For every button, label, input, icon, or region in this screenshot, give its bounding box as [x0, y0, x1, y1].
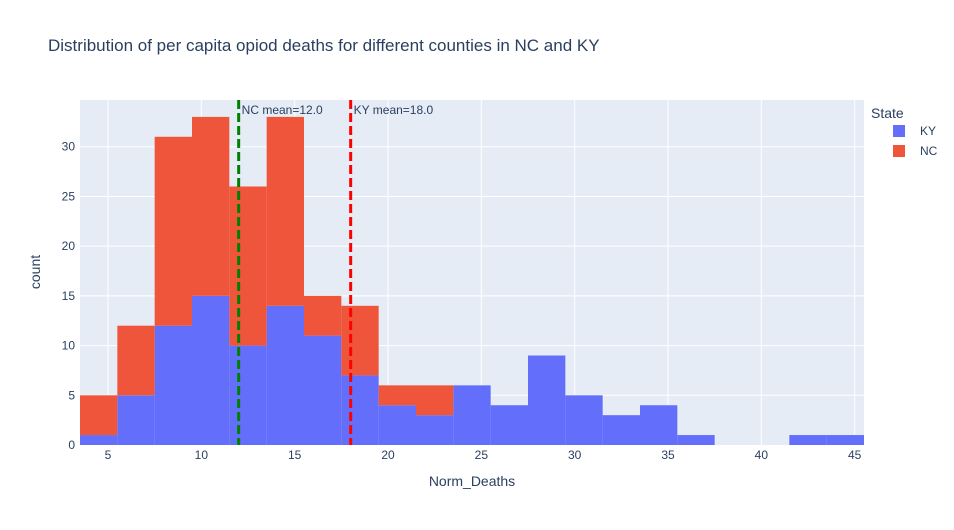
bar-nc [266, 116, 304, 306]
x-tick-label: 30 [568, 448, 582, 462]
y-tick-label: 20 [62, 239, 76, 253]
y-axis-title: count [27, 255, 43, 289]
x-tick-label: 20 [381, 448, 395, 462]
bar-nc [117, 325, 155, 396]
bar-ky [416, 415, 454, 445]
y-tick-label: 10 [62, 339, 76, 353]
bar-ky [602, 415, 640, 445]
x-tick-label: 5 [105, 448, 112, 462]
y-tick-label: 5 [68, 388, 75, 402]
legend-label-ky[interactable]: KY [920, 124, 936, 138]
bar-nc [154, 136, 192, 326]
x-tick-label: 35 [661, 448, 675, 462]
y-tick-label: 15 [62, 289, 76, 303]
x-tick-label: 15 [288, 448, 302, 462]
legend-swatch-ky [893, 125, 905, 137]
y-tick-label: 0 [68, 438, 75, 452]
legend-label-nc[interactable]: NC [920, 144, 938, 158]
bar-nc [416, 385, 454, 416]
bar-ky [677, 435, 715, 445]
bars-layer [80, 116, 864, 445]
bar-nc [304, 295, 342, 336]
mean-label: KY mean=18.0 [354, 103, 434, 117]
y-tick-label: 25 [62, 189, 76, 203]
bar-ky [453, 385, 491, 445]
x-tick-label: 25 [475, 448, 489, 462]
legend-title: State [871, 105, 904, 121]
bar-nc [341, 305, 379, 376]
y-axis-ticks: 0 5 10 15 20 25 30 [62, 140, 76, 452]
bar-ky [640, 405, 678, 445]
bar-ky [80, 435, 118, 445]
x-axis-ticks: 5 10 15 20 25 30 35 40 45 [105, 448, 862, 462]
bar-nc [378, 385, 416, 406]
mean-label: NC mean=12.0 [242, 103, 323, 117]
bar-ky [789, 435, 827, 445]
bar-ky [117, 395, 155, 445]
y-tick-label: 30 [62, 140, 76, 154]
x-axis-title: Norm_Deaths [429, 473, 515, 489]
bar-ky [192, 295, 230, 445]
bar-ky [528, 355, 566, 445]
bar-ky [154, 325, 192, 445]
bar-ky [229, 345, 267, 445]
bar-ky [826, 435, 864, 445]
bar-ky [490, 405, 528, 445]
bar-ky [565, 395, 603, 445]
bar-ky [341, 375, 379, 445]
bar-ky [304, 335, 342, 445]
chart-title: Distribution of per capita opiod deaths … [48, 36, 600, 55]
x-tick-label: 10 [195, 448, 209, 462]
x-tick-label: 45 [848, 448, 862, 462]
bar-ky [266, 305, 304, 445]
mean-lines-layer: NC mean=12.0 KY mean=18.0 [237, 100, 434, 445]
bar-nc [80, 395, 118, 436]
legend-swatch-nc [893, 145, 905, 157]
x-tick-label: 40 [755, 448, 769, 462]
bar-nc [229, 186, 267, 346]
legend: State KY NC [871, 105, 938, 158]
bar-nc [192, 116, 230, 296]
bar-ky [378, 405, 416, 445]
